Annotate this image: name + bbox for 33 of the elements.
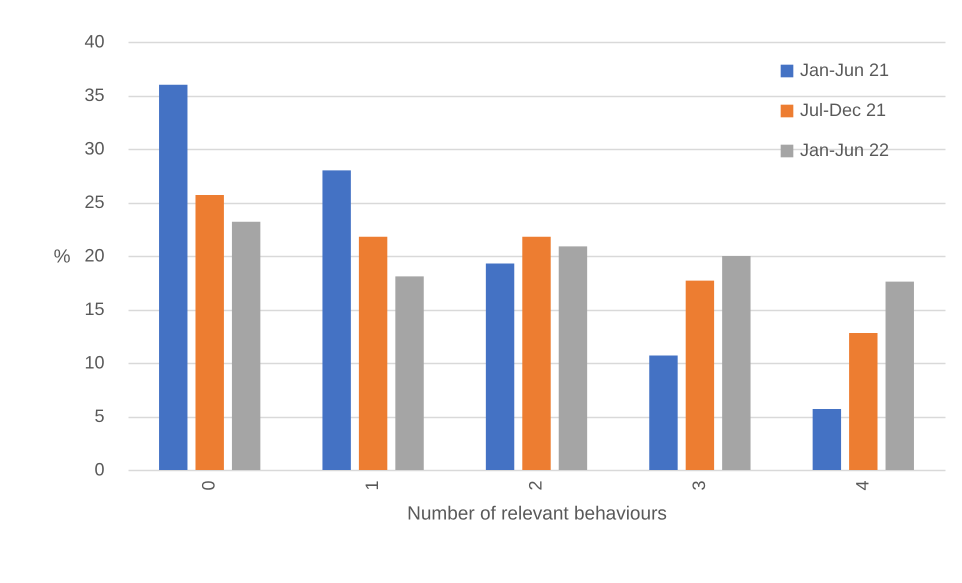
bar — [558, 246, 588, 470]
y-tick-label: 30 — [84, 138, 104, 158]
x-tick-label: 4 — [852, 480, 872, 491]
bar — [358, 236, 388, 470]
bar — [486, 263, 514, 470]
bar — [395, 276, 424, 470]
x-tick-label: 0 — [198, 480, 219, 491]
bar — [686, 280, 714, 470]
bar — [722, 256, 751, 470]
x-tick-label: 1 — [362, 480, 382, 491]
bar — [232, 222, 260, 470]
y-tick-label: 5 — [94, 406, 104, 426]
bar — [812, 409, 842, 470]
bar — [195, 195, 224, 470]
y-tick-label: 10 — [84, 352, 104, 372]
bar — [849, 333, 878, 470]
bar — [322, 170, 351, 470]
y-tick-label: 15 — [84, 299, 104, 319]
bar — [886, 282, 914, 470]
legend-label: Jul-Dec 21 — [800, 100, 886, 120]
x-tick-label: 2 — [526, 480, 546, 491]
y-tick-label: 25 — [84, 192, 104, 212]
bar — [649, 356, 678, 470]
x-tick-label: 3 — [688, 480, 709, 491]
y-tick-label: 20 — [84, 246, 104, 266]
bar — [522, 236, 551, 470]
y-axis-title: % — [54, 246, 71, 268]
y-tick-label: 35 — [84, 85, 104, 105]
legend-label: Jan-Jun 21 — [800, 60, 890, 80]
y-tick-label: 40 — [84, 32, 104, 52]
bar — [159, 84, 188, 470]
legend-label: Jan-Jun 22 — [800, 140, 890, 160]
x-axis-title: Number of relevant behaviours — [407, 504, 667, 525]
